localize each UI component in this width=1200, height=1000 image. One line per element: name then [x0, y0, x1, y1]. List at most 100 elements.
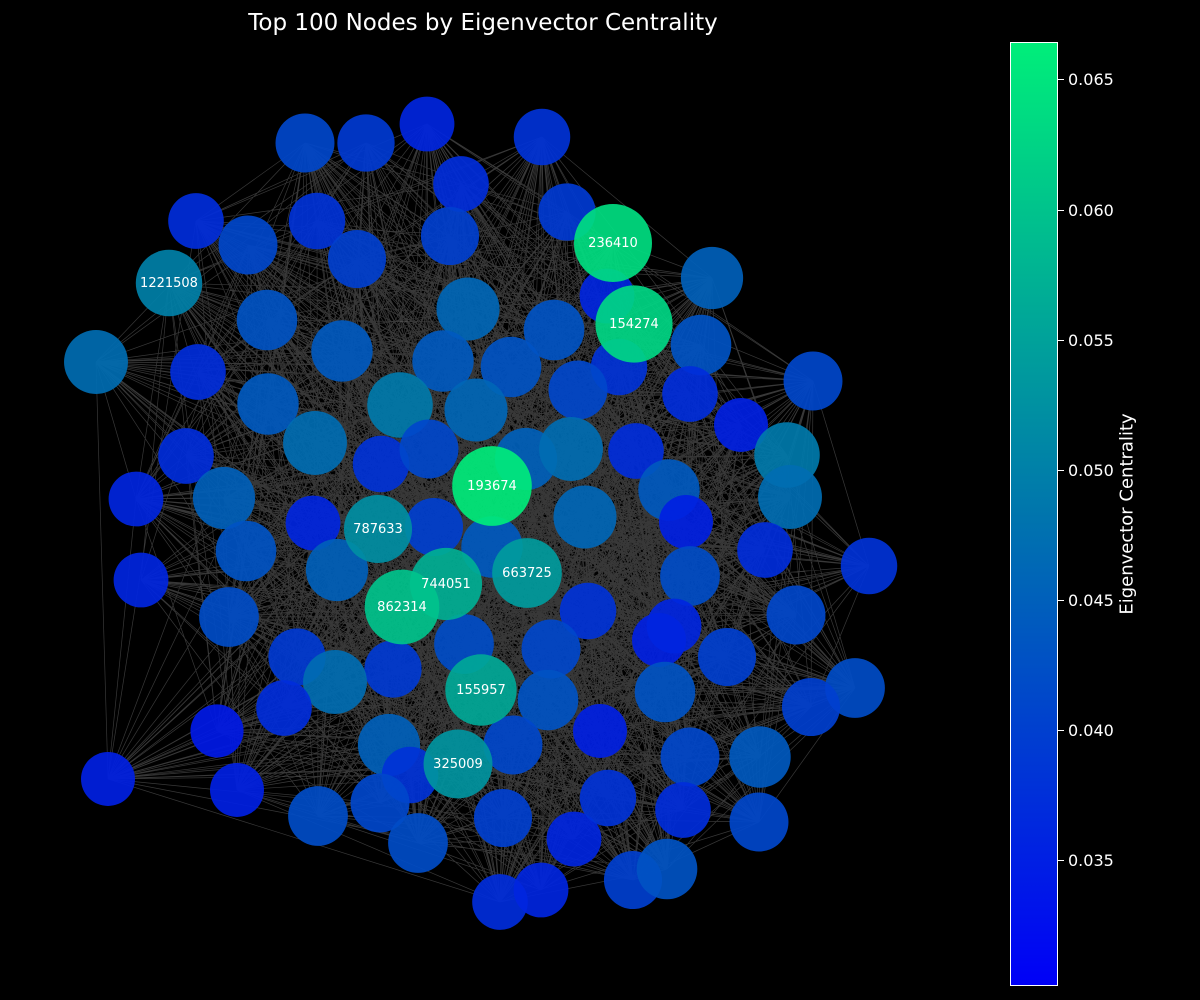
graph-node	[513, 862, 569, 918]
graph-node	[483, 715, 543, 775]
colorbar: 0.035 0.040 0.045 0.050 0.055 0.060 0.065	[1010, 42, 1114, 986]
graph-node	[680, 246, 744, 310]
graph-node	[783, 351, 843, 411]
graph-node	[634, 661, 696, 723]
graph-node	[729, 726, 791, 788]
graph-node	[303, 650, 367, 714]
node-154274	[595, 285, 673, 363]
chart-title: Top 100 Nodes by Eigenvector Centrality	[248, 10, 718, 36]
graph-node	[256, 680, 312, 736]
graph-node	[521, 619, 581, 679]
node-label: 744051	[421, 577, 471, 592]
graph-node	[579, 769, 637, 827]
node-193674	[452, 446, 532, 526]
node-label: 155957	[456, 683, 506, 698]
colorbar-tick-mark	[1058, 599, 1064, 601]
colorbar-tick-label: 0.060	[1068, 200, 1114, 220]
graph-node	[473, 788, 533, 848]
colorbar-tick-label: 0.040	[1068, 720, 1114, 740]
node-label: 154274	[609, 317, 659, 332]
graph-node	[305, 538, 369, 602]
graph-node	[288, 192, 346, 250]
graph-node	[237, 373, 299, 435]
graph-node	[480, 336, 542, 398]
colorbar-label: Eigenvector Centrality	[1116, 413, 1138, 615]
graph-node	[218, 215, 278, 275]
graph-node	[64, 330, 128, 394]
colorbar-tick-mark	[1058, 339, 1064, 341]
graph-node	[659, 495, 713, 549]
graph-node	[660, 727, 720, 787]
label-layer: 236410 154274 193674 1221508 787633 744051 663…	[140, 236, 659, 772]
colorbar-tick-mark	[1058, 729, 1064, 731]
graph-node	[158, 428, 214, 484]
graph-node	[729, 792, 789, 852]
node-862314	[364, 569, 440, 645]
graph-node	[337, 114, 395, 172]
colorbar-tick-label: 0.050	[1068, 460, 1114, 480]
graph-node	[236, 289, 298, 351]
node-label: 325009	[433, 757, 483, 772]
graph-node	[517, 669, 579, 731]
graph-node	[168, 193, 224, 249]
graph-node	[404, 497, 464, 557]
network-graph: 236410 154274 193674 1221508 787633 744051 663…	[64, 96, 898, 930]
graph-node	[662, 366, 718, 422]
graph-node	[288, 786, 348, 846]
colorbar-tick-label: 0.045	[1068, 590, 1114, 610]
graph-node	[539, 417, 603, 481]
colorbar-tick-mark	[1058, 860, 1064, 862]
graph-node	[285, 495, 341, 551]
graph-node	[192, 466, 256, 530]
graph-node	[670, 314, 732, 376]
graph-node	[350, 773, 410, 833]
graph-node	[108, 471, 164, 527]
graph-node	[523, 299, 585, 361]
graph-node	[399, 96, 455, 152]
graph-node	[113, 552, 169, 608]
graph-node	[433, 156, 489, 212]
node-label: 787633	[353, 522, 403, 537]
graph-node	[559, 582, 617, 640]
graph-node	[283, 411, 347, 475]
graph-node	[714, 398, 768, 452]
colorbar-tick-mark	[1058, 469, 1064, 471]
graph-node	[646, 598, 702, 654]
graph-node	[352, 435, 410, 493]
colorbar-tick-label: 0.065	[1068, 70, 1114, 90]
colorbar-tick-label: 0.035	[1068, 851, 1114, 871]
graph-node	[766, 585, 826, 645]
graph-node	[758, 465, 822, 529]
node-label: 236410	[588, 236, 638, 251]
colorbar-gradient	[1010, 42, 1058, 986]
graph-node	[548, 360, 608, 420]
graph-node	[210, 763, 264, 817]
graph-node	[199, 587, 259, 647]
graph-node	[327, 229, 387, 289]
graph-node	[781, 677, 841, 737]
graph-node	[412, 330, 474, 392]
graph-node	[388, 813, 448, 873]
graph-node	[190, 704, 244, 758]
graph-node	[513, 108, 571, 166]
graph-node	[840, 537, 898, 595]
node-label: 1221508	[140, 276, 198, 291]
graph-node	[636, 838, 698, 900]
colorbar-tick-mark	[1058, 79, 1064, 81]
graph-node	[420, 206, 480, 266]
node-1221508	[135, 249, 203, 317]
graph-node	[697, 627, 757, 687]
colorbar-tick-mark	[1058, 209, 1064, 211]
graph-node	[436, 277, 500, 341]
graph-node	[81, 752, 135, 806]
node-label: 663725	[502, 566, 552, 581]
graph-node	[825, 658, 885, 718]
graph-node	[444, 378, 508, 442]
graph-node	[364, 640, 422, 698]
node-236410	[573, 203, 653, 283]
graph-node	[546, 811, 602, 867]
node-layer	[64, 96, 898, 930]
node-155957	[445, 654, 517, 726]
graph-node	[311, 320, 373, 382]
graph-node	[573, 704, 627, 758]
